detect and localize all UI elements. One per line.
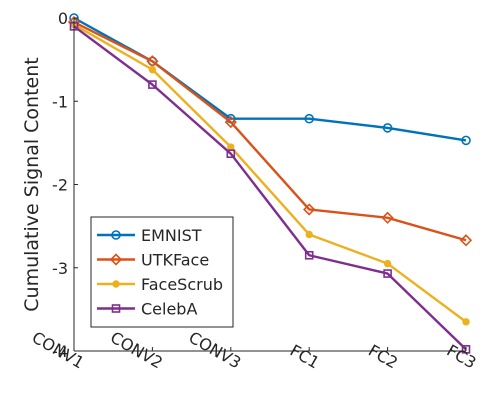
legend-item: EMNIST [97,226,202,245]
legend-marker [111,304,121,313]
y-tick-label: -1 [52,92,68,111]
legend-label: EMNIST [141,226,202,245]
legend-label: CelebA [141,300,197,319]
data-point [304,250,314,260]
series-celeba [69,22,471,354]
data-point [383,259,392,268]
legend-item: CelebA [97,300,197,319]
data-point [382,123,393,133]
y-tick-label: -2 [52,176,68,195]
series-line [73,21,467,242]
series-line [73,23,467,323]
legend-marker [109,253,123,266]
data-point [224,115,237,129]
legend-marker [111,230,121,240]
data-point [461,345,471,354]
data-point [304,113,315,124]
legend-item: FaceScrub [97,275,223,294]
data-point [303,203,316,216]
y-tick-label: -3 [52,259,68,278]
legend-label: FaceScrub [141,275,223,294]
data-point [462,318,470,326]
legend-item: UTKFace [97,251,209,270]
data-point [148,65,157,74]
series-line [73,25,467,351]
data-point [227,143,235,151]
y-tick-label: -4 [52,342,68,361]
legend: EMNIST UTKFace FaceScrub CelebA [90,216,234,328]
legend-marker [112,280,120,288]
data-point [226,149,236,158]
legend-label: UTKFace [141,251,209,270]
data-point [381,211,394,224]
data-point [305,230,313,239]
data-point [148,80,157,89]
y-tick-label: 0 [58,9,68,28]
data-point [461,135,471,146]
y-axis-label: Cumulative Signal Content [21,57,43,311]
data-point [383,269,392,278]
data-point [459,234,473,247]
